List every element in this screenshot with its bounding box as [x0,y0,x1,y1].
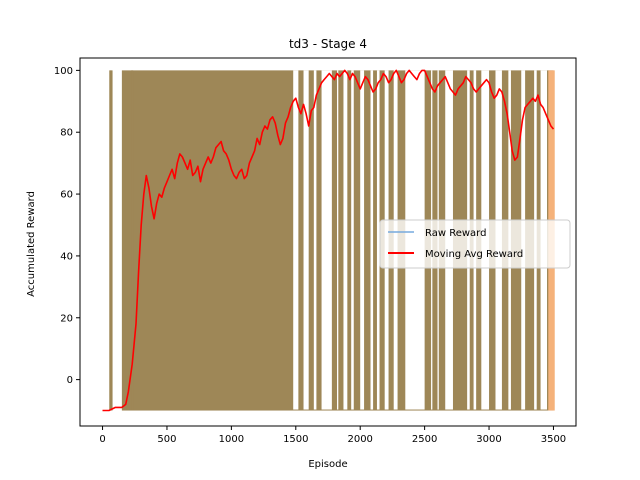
legend: Raw Reward Moving Avg Reward [379,219,571,269]
moving-avg-reward-line [102,69,555,412]
y-axis: 0 20 40 60 80 100 [54,66,80,386]
raw-reward-gap [313,70,317,410]
y-tick-label: 80 [60,128,73,139]
y-tick-label: 40 [60,251,73,262]
x-tick-label: 2000 [347,434,372,445]
raw-reward-gap [337,70,339,410]
x-tick-label: 3500 [541,434,566,445]
raw-reward-gap [376,70,380,410]
x-axis-label: Episode [308,459,347,470]
x-axis: 0 500 1000 1500 2000 2500 3000 3500 [99,426,566,445]
legend-label-raw-reward: Raw Reward [425,228,486,239]
raw-reward-gap [303,70,309,410]
raw-reward-gap [293,70,299,410]
y-tick-label: 100 [54,66,73,77]
x-tick-label: 3000 [476,434,501,445]
raw-reward-gap [343,70,348,410]
x-tick-label: 500 [157,434,176,445]
x-tick-label: 0 [99,434,105,445]
y-tick-label: 60 [60,190,73,201]
raw-reward-gap [321,70,332,410]
plot-frame [79,57,577,427]
raw-reward-gap [370,70,374,410]
y-axis-label: Accumulated Reward [26,191,37,297]
legend-box [379,219,571,269]
legend-label-moving-avg-reward: Moving Avg Reward [425,249,523,260]
raw-reward-gap [351,70,354,410]
x-tick-label: 2500 [412,434,437,445]
y-tick-label: 0 [67,375,73,386]
y-tick-label: 20 [60,313,73,324]
chart-title: td3 - Stage 4 [289,37,367,51]
x-tick-label: 1000 [219,434,244,445]
x-tick-label: 1500 [283,434,308,445]
raw-reward-gap [360,70,365,410]
